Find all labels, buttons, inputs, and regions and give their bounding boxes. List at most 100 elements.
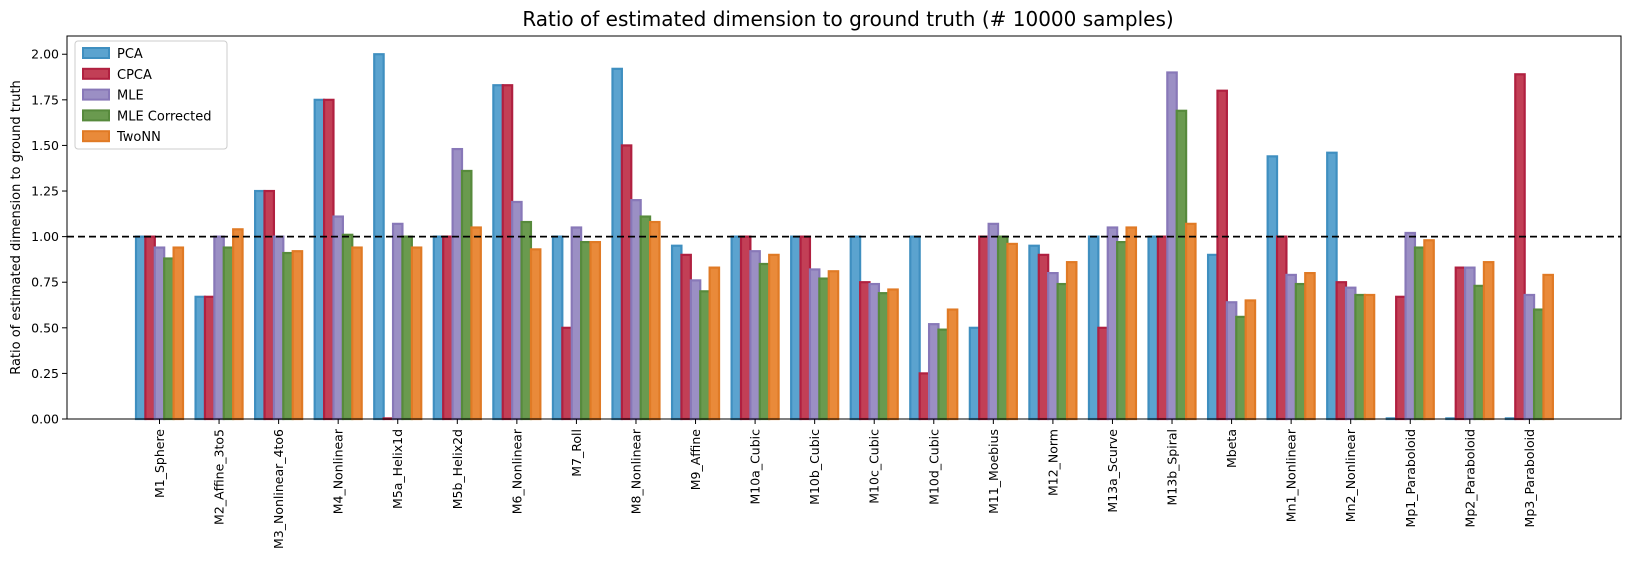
bar — [978, 235, 990, 421]
bar — [222, 246, 235, 421]
bar — [332, 215, 344, 421]
bar — [442, 235, 454, 421]
legend-label: PCA — [117, 47, 143, 62]
bar — [927, 323, 940, 421]
legend-label: MLE — [117, 89, 144, 104]
bar — [1542, 273, 1554, 421]
bar — [451, 147, 464, 421]
bar — [968, 326, 981, 421]
bar — [689, 279, 702, 421]
y-tick-label: 1.75 — [31, 92, 59, 107]
x-tick-label: M10a_Cubic — [748, 429, 763, 505]
x-tick-label: Mn2_Nonlinear — [1343, 428, 1358, 522]
bar — [1423, 239, 1435, 421]
bar — [758, 262, 771, 421]
x-tick-label: Mp2_Paraboloid — [1462, 429, 1477, 527]
bar — [768, 253, 780, 421]
axes-layer — [66, 35, 1622, 420]
x-tick-label: M12_Norm — [1045, 429, 1060, 496]
bar — [1235, 315, 1247, 421]
x-tick-label: Mp3_Paraboloid — [1522, 429, 1537, 527]
bar — [877, 292, 890, 421]
bar — [859, 281, 871, 421]
bar — [1116, 240, 1128, 421]
bar — [1225, 301, 1238, 421]
bars-layer — [134, 53, 1554, 421]
bar — [580, 240, 592, 421]
bar — [172, 246, 185, 421]
bar — [1047, 272, 1059, 421]
bar — [749, 250, 761, 421]
bar — [1147, 235, 1160, 421]
bar — [511, 200, 523, 421]
bar — [1275, 235, 1288, 421]
bar — [134, 235, 147, 421]
bar — [551, 235, 564, 421]
y-axis-label: Ratio of estimated dimension to ground t… — [9, 80, 24, 375]
bar — [987, 222, 1000, 421]
bar — [203, 295, 216, 421]
bar — [391, 222, 404, 421]
legend-swatch — [82, 47, 110, 59]
bar — [272, 235, 285, 421]
bar — [589, 240, 602, 421]
x-tick-label: M13a_Scurve — [1105, 429, 1120, 513]
bar — [282, 251, 294, 421]
y-tick-label: 0.25 — [31, 366, 59, 381]
bar — [561, 326, 573, 421]
bar — [1175, 109, 1188, 421]
x-tick-label: M5a_Helix1d — [390, 429, 405, 509]
bar — [1454, 266, 1467, 421]
x-tick-label: M10c_Cubic — [867, 429, 882, 504]
legend-swatch — [82, 88, 110, 101]
series-twonn — [172, 220, 1554, 421]
bar — [520, 220, 533, 421]
bar — [1156, 235, 1169, 421]
bar — [699, 290, 711, 421]
x-tick-label: M7_Roll — [569, 429, 584, 477]
bar — [163, 257, 175, 421]
bar — [739, 235, 752, 421]
x-tick-label: M1_Sphere — [152, 429, 167, 498]
y-tick-label: 0.00 — [31, 412, 59, 427]
bar — [1404, 231, 1417, 421]
legend-swatch — [82, 67, 110, 80]
bar — [1206, 253, 1219, 421]
bar — [1285, 273, 1297, 421]
x-tick-label: M9_Affine — [688, 429, 703, 491]
legend-label: MLE Corrected — [117, 109, 212, 124]
bar — [680, 253, 692, 421]
legend-frame — [74, 40, 228, 150]
bar — [313, 98, 326, 421]
x-tick-label: M2_Affine_3to5 — [212, 429, 227, 525]
bar — [887, 288, 899, 421]
bar — [1354, 293, 1366, 421]
bar — [730, 235, 743, 421]
bar — [1326, 151, 1338, 421]
x-tick-label: M3_Nonlinear_4to6 — [271, 429, 286, 549]
bar — [291, 250, 304, 421]
bar — [501, 84, 514, 421]
ticks-layer: 0.00 0.25 0.50 0.75 1.00 1.25 1.50 1.75 2.00 M1_S… — [31, 47, 1537, 549]
bar — [1514, 73, 1526, 421]
bar — [570, 226, 583, 421]
bar — [1056, 282, 1069, 421]
y-tick-label: 1.25 — [31, 184, 59, 199]
bar — [460, 169, 473, 421]
bar — [1185, 222, 1197, 421]
bar — [799, 235, 812, 421]
bar — [1363, 293, 1376, 421]
bar — [1006, 242, 1018, 421]
bar — [401, 235, 413, 421]
plot-frame — [66, 35, 1622, 420]
bar — [946, 308, 959, 421]
bar — [529, 248, 542, 421]
bar — [351, 246, 363, 421]
bar — [263, 189, 276, 421]
bar — [630, 199, 642, 421]
x-tick-label: M10d_Cubic — [926, 429, 941, 505]
bar — [808, 268, 821, 421]
bar — [492, 84, 504, 421]
bar — [918, 372, 931, 421]
bar — [232, 228, 244, 421]
